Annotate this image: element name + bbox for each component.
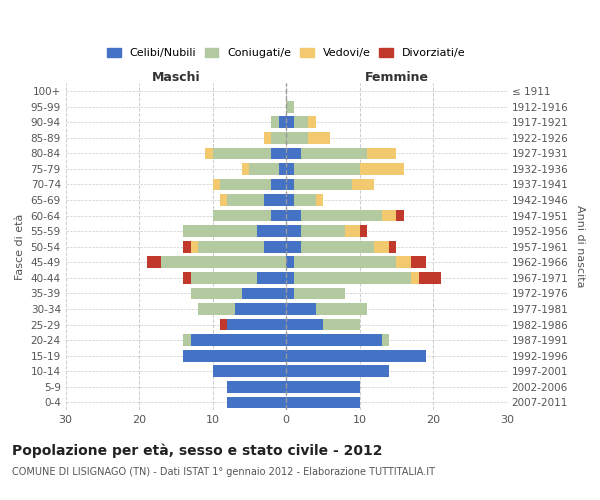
Bar [183,350,286,362]
Bar [286,288,293,300]
Legend: Celibi/Nubili, Coniugati/e, Vedovi/e, Divorziati/e: Celibi/Nubili, Coniugati/e, Vedovi/e, Di… [103,43,469,62]
Bar [374,241,389,252]
Bar [271,210,286,222]
Bar [360,163,404,175]
Text: Popolazione per età, sesso e stato civile - 2012: Popolazione per età, sesso e stato civil… [12,444,383,458]
Bar [271,132,286,143]
Bar [286,272,293,283]
Bar [301,148,367,159]
Bar [286,256,293,268]
Bar [286,210,301,222]
Bar [271,148,286,159]
Bar [293,163,360,175]
Bar [212,366,286,377]
Bar [220,318,227,330]
Bar [286,148,301,159]
Bar [367,148,397,159]
Bar [183,334,191,346]
Bar [242,163,250,175]
Bar [382,210,397,222]
Bar [293,288,345,300]
Bar [293,178,352,190]
Bar [301,210,382,222]
Bar [191,334,286,346]
Bar [198,241,264,252]
Bar [286,318,323,330]
Bar [264,241,286,252]
Bar [227,318,286,330]
Bar [212,148,271,159]
Bar [286,116,293,128]
Bar [191,272,257,283]
Bar [286,101,293,112]
Bar [397,256,411,268]
Bar [382,334,389,346]
Bar [286,163,293,175]
Bar [198,303,235,315]
Bar [389,241,397,252]
Bar [308,132,331,143]
Bar [220,194,227,206]
Y-axis label: Fasce di età: Fasce di età [15,214,25,280]
Bar [286,396,360,408]
Y-axis label: Anni di nascita: Anni di nascita [575,206,585,288]
Bar [360,226,367,237]
Bar [286,381,360,392]
Bar [286,241,301,252]
Bar [293,272,411,283]
Bar [212,178,220,190]
Bar [161,256,286,268]
Bar [419,272,440,283]
Bar [286,226,301,237]
Bar [286,132,308,143]
Bar [235,303,286,315]
Bar [286,366,389,377]
Bar [293,194,316,206]
Bar [301,241,374,252]
Bar [191,241,198,252]
Bar [293,256,397,268]
Bar [279,116,286,128]
Bar [227,194,264,206]
Bar [191,288,242,300]
Bar [352,178,374,190]
Bar [183,272,191,283]
Bar [411,256,426,268]
Bar [293,116,308,128]
Bar [286,178,293,190]
Bar [411,272,419,283]
Bar [227,381,286,392]
Bar [264,194,286,206]
Bar [286,334,382,346]
Bar [212,210,271,222]
Bar [146,256,161,268]
Bar [250,163,279,175]
Bar [345,226,360,237]
Bar [316,194,323,206]
Bar [264,132,271,143]
Text: Maschi: Maschi [152,71,200,84]
Bar [279,163,286,175]
Bar [286,194,293,206]
Bar [257,226,286,237]
Bar [183,241,191,252]
Bar [301,226,345,237]
Text: COMUNE DI LISIGNAGO (TN) - Dati ISTAT 1° gennaio 2012 - Elaborazione TUTTITALIA.: COMUNE DI LISIGNAGO (TN) - Dati ISTAT 1°… [12,467,435,477]
Bar [271,178,286,190]
Bar [242,288,286,300]
Bar [308,116,316,128]
Bar [286,303,316,315]
Bar [316,303,367,315]
Text: Femmine: Femmine [364,71,428,84]
Bar [286,350,426,362]
Bar [257,272,286,283]
Bar [271,116,279,128]
Bar [323,318,360,330]
Bar [220,178,271,190]
Bar [227,396,286,408]
Bar [183,226,257,237]
Bar [397,210,404,222]
Bar [205,148,212,159]
